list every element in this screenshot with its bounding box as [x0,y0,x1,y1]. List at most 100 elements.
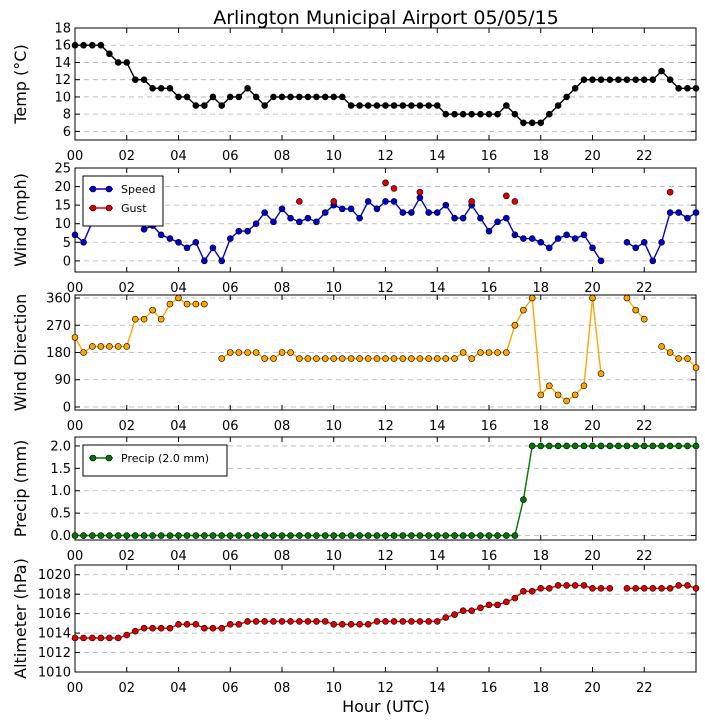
data-point [511,532,519,539]
y-tick-label: 10 [54,217,71,232]
data-point [589,442,596,450]
data-point [382,532,389,539]
x-tick-label: 00 [67,419,84,434]
data-point [623,238,631,246]
x-tick-label: 16 [481,681,498,696]
data-point [347,532,355,539]
data-point [589,294,596,302]
data-point [666,349,674,356]
data-point [416,618,424,625]
data-point [477,110,484,118]
x-tick-label: 04 [170,281,187,296]
data-point [459,532,467,539]
x-tick-label: 10 [325,149,342,164]
data-point [304,532,312,539]
data-point [166,532,174,539]
data-point [545,382,553,390]
data-point [330,93,338,101]
data-point [416,355,424,362]
x-tick-label: 22 [636,681,653,696]
data-point [330,621,338,628]
data-point [131,315,139,323]
data-point [390,198,398,205]
x-tick-label: 18 [532,419,549,434]
data-point [503,192,510,200]
x-tick-label: 18 [532,681,549,696]
panel-1: 0 5 10 15 20 25 00 02 04 06 08 10 12 14 16 18 20 22 Wind (… [11,162,700,296]
data-point [373,102,381,109]
data-point [649,585,657,592]
data-point [503,598,510,606]
data-point [261,102,268,109]
data-point [503,532,510,539]
data-point [114,59,122,66]
legend-label: Gust [121,202,147,215]
data-point [261,618,268,625]
data-point [131,627,139,635]
data-point [296,218,303,226]
data-point [80,634,87,642]
data-point [399,209,407,216]
data-point [166,624,174,632]
data-point [183,300,191,308]
data-point [226,532,234,539]
x-tick-label: 22 [636,419,653,434]
data-point [692,364,700,371]
y-tick-label: 5 [63,236,71,251]
x-tick-label: 22 [636,149,653,164]
data-point [494,110,501,118]
data-point [149,306,156,314]
data-point [313,618,320,625]
data-point [520,235,527,242]
legend-marker [89,204,97,212]
x-tick-label: 14 [429,549,446,564]
axes-frame [74,27,697,141]
data-point [114,343,122,350]
data-point [399,618,407,625]
y-axis-label: Wind (mph) [11,173,30,267]
data-point [597,257,605,265]
data-point [244,349,251,356]
data-point [157,624,165,632]
data-point [330,198,338,205]
data-point [623,294,631,302]
data-point [201,532,208,539]
data-point [123,631,131,639]
data-point [261,209,268,216]
x-tick-label: 16 [481,549,498,564]
data-point [563,93,570,101]
data-point [649,76,657,83]
data-point [97,41,105,49]
data-point [106,50,113,58]
y-tick-label: 1.5 [50,462,71,477]
data-point [606,442,614,450]
data-point [382,198,389,205]
y-axis-label: Temp (°C) [11,44,30,124]
series-gust [296,179,519,205]
data-point [433,355,441,362]
x-tick-label: 06 [222,681,239,696]
data-point [71,532,79,539]
data-point [528,119,536,127]
data-point [623,585,631,592]
data-point [114,532,122,539]
data-point [166,85,174,92]
data-point [537,391,545,399]
y-tick-label: 25 [54,162,71,177]
x-tick-label: 10 [325,681,342,696]
data-point [416,532,424,539]
data-point [356,102,363,109]
data-point [658,585,665,592]
data-point [563,582,570,589]
data-point [140,76,148,83]
data-point [399,532,407,539]
data-point [632,442,640,450]
data-point [330,532,338,539]
x-tick-label: 08 [274,681,291,696]
x-tick-label: 04 [170,549,187,564]
data-point [684,214,691,222]
data-point [416,188,424,196]
data-point [106,343,113,350]
data-point [666,442,674,450]
data-point [675,582,682,589]
